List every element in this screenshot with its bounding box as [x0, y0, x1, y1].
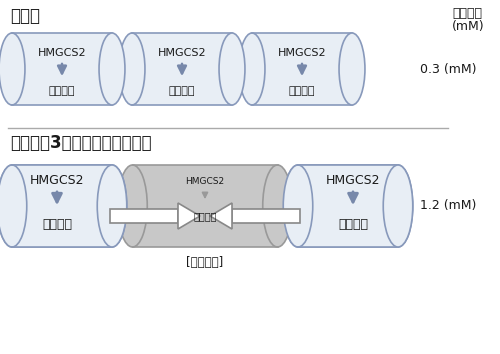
Ellipse shape	[262, 165, 292, 247]
Ellipse shape	[0, 165, 27, 247]
Text: ステージ3以上の大腸がん患者: ステージ3以上の大腸がん患者	[10, 134, 152, 152]
Text: ケトン体: ケトン体	[289, 86, 316, 96]
Ellipse shape	[219, 33, 245, 105]
Text: HMGCS2: HMGCS2	[326, 173, 380, 187]
Ellipse shape	[99, 33, 125, 105]
Ellipse shape	[283, 165, 313, 247]
Text: ケトン体: ケトン体	[49, 86, 75, 96]
Ellipse shape	[97, 165, 127, 247]
Bar	[252, 33, 352, 105]
Text: ケトン体: ケトン体	[169, 86, 195, 96]
Text: (mM): (mM)	[452, 20, 484, 33]
Text: HMGCS2: HMGCS2	[186, 177, 224, 187]
Bar	[298, 165, 398, 247]
Bar	[110, 209, 178, 223]
Text: 0.3 (mM): 0.3 (mM)	[420, 63, 476, 75]
Text: ケトン体: ケトン体	[42, 217, 72, 230]
Bar	[298, 165, 398, 247]
Text: HMGCS2: HMGCS2	[158, 48, 206, 58]
Ellipse shape	[383, 165, 413, 247]
Text: HMGCS2: HMGCS2	[38, 48, 86, 58]
Text: 1.2 (mM): 1.2 (mM)	[420, 200, 476, 212]
Text: ケトン体: ケトン体	[193, 211, 217, 221]
Text: HMGCS2: HMGCS2	[278, 48, 326, 58]
Bar	[12, 33, 112, 105]
Text: [がん組織]: [がん組織]	[186, 256, 224, 268]
Ellipse shape	[119, 33, 145, 105]
Polygon shape	[210, 203, 232, 229]
Bar	[12, 165, 112, 247]
Ellipse shape	[97, 165, 127, 247]
Bar	[12, 165, 112, 247]
Ellipse shape	[283, 165, 313, 247]
Text: ケトン体: ケトン体	[452, 7, 482, 20]
Bar	[132, 165, 278, 247]
Text: ケトン体: ケトン体	[338, 217, 368, 230]
Bar	[232, 209, 300, 223]
Text: 健常人: 健常人	[10, 7, 40, 25]
Bar	[132, 33, 232, 105]
Ellipse shape	[239, 33, 265, 105]
Ellipse shape	[118, 165, 148, 247]
Ellipse shape	[383, 165, 413, 247]
Ellipse shape	[0, 165, 27, 247]
Text: HMGCS2: HMGCS2	[30, 173, 84, 187]
Ellipse shape	[339, 33, 365, 105]
Polygon shape	[178, 203, 200, 229]
Ellipse shape	[0, 33, 25, 105]
